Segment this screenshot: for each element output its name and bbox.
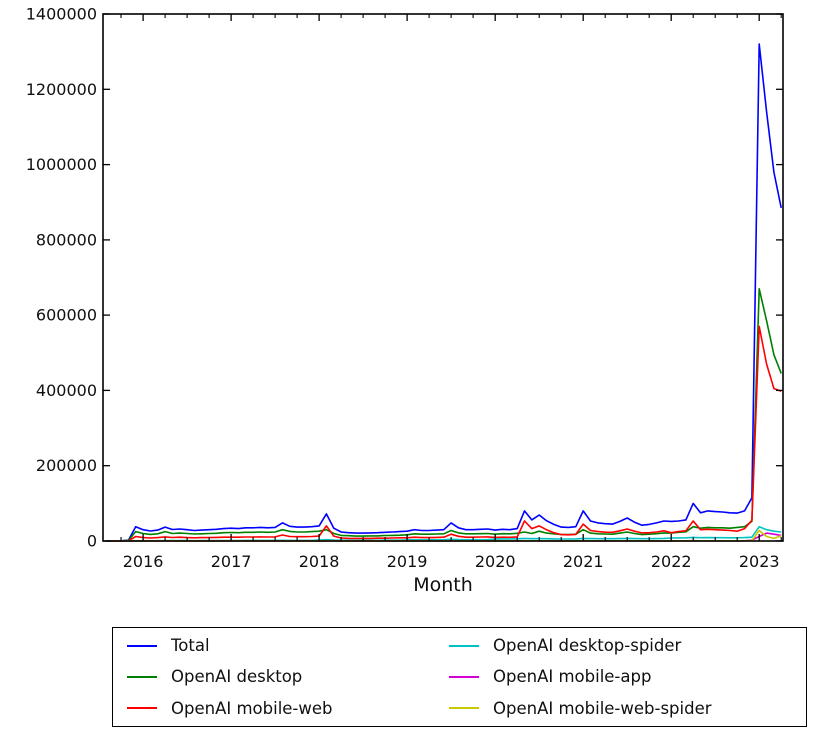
- legend-label-mobile-app: OpenAI mobile-app: [493, 667, 652, 687]
- x-tick-label: 2021: [563, 552, 604, 571]
- legend-swatch-mobile-app-line: [449, 675, 479, 678]
- y-tick-label: 1000000: [26, 155, 97, 174]
- legend: Total OpenAI desktop OpenAI mobile-web O…: [112, 627, 807, 727]
- series-line-2: [106, 325, 782, 542]
- legend-label-desktop-spider: OpenAI desktop-spider: [493, 636, 682, 656]
- axes-border: [102, 13, 784, 542]
- legend-item-mobile-web: OpenAI mobile-web: [113, 699, 435, 718]
- x-tick-label: 2019: [387, 552, 428, 571]
- y-tick-label: 0: [87, 532, 97, 551]
- y-tick-label: 1200000: [26, 80, 97, 99]
- y-tick-label: 1400000: [26, 5, 97, 24]
- x-tick-label: 2020: [475, 552, 516, 571]
- x-tick-label: 2023: [739, 552, 780, 571]
- x-axis-label: Month: [413, 574, 473, 596]
- legend-item-total: Total: [113, 636, 435, 655]
- legend-swatch-mobile-web-line: [127, 707, 157, 710]
- legend-swatch-mobile-web-spider-line: [449, 707, 479, 710]
- x-tick-label: 2022: [651, 552, 692, 571]
- legend-item-mobile-web-spider: OpenAI mobile-web-spider: [435, 699, 806, 718]
- legend-item-mobile-app: OpenAI mobile-app: [435, 667, 806, 686]
- y-tick-label: 400000: [36, 381, 97, 400]
- legend-label-total: Total: [171, 636, 210, 656]
- x-tick-label: 2017: [211, 552, 252, 571]
- legend-label-mobile-web-spider: OpenAI mobile-web-spider: [493, 698, 712, 718]
- legend-label-mobile-web: OpenAI mobile-web: [171, 698, 333, 718]
- legend-swatch-desktop-spider-line: [449, 644, 479, 647]
- y-tick-label: 200000: [36, 456, 97, 475]
- legend-item-desktop-spider: OpenAI desktop-spider: [435, 636, 806, 655]
- legend-swatch-total-line: [127, 644, 157, 647]
- y-tick-label: 600000: [36, 306, 97, 325]
- legend-item-desktop: OpenAI desktop: [113, 667, 435, 686]
- legend-label-desktop: OpenAI desktop: [171, 667, 303, 687]
- y-tick-label: 800000: [36, 230, 97, 249]
- x-tick-label: 2018: [299, 552, 340, 571]
- x-tick-label: 2016: [123, 552, 164, 571]
- series-line-1: [106, 287, 782, 542]
- chart-plot-area: 2016 2017 2018 2019 2020 2021 2022 2023 0 200000 4…: [26, 5, 784, 571]
- series-line-0: [106, 43, 782, 542]
- legend-swatch-desktop-line: [127, 675, 157, 678]
